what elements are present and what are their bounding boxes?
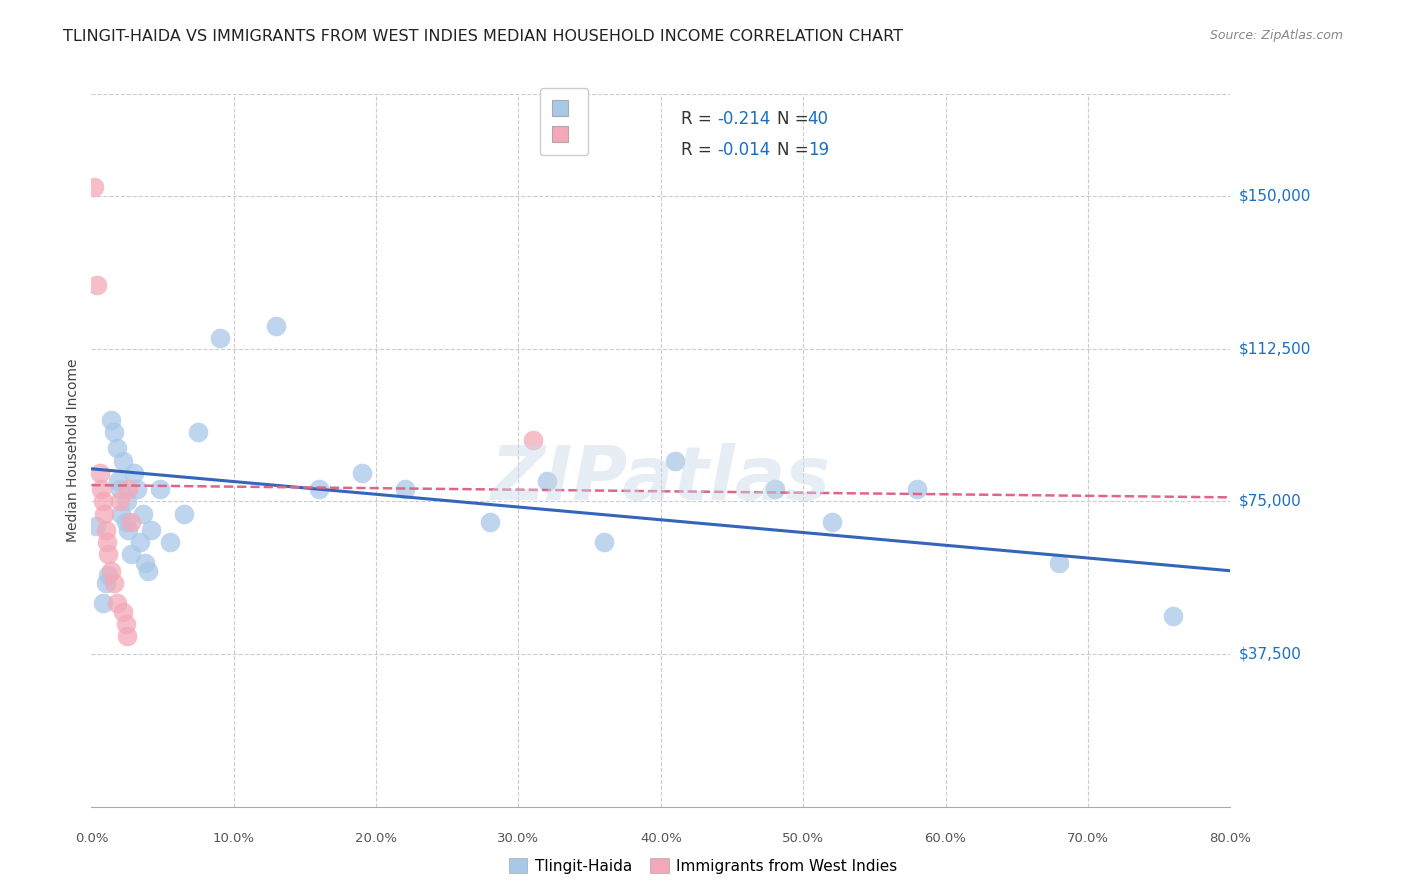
Point [90, 482, 112, 496]
Point [105, 442, 128, 456]
Point [131, 507, 153, 521]
Point [120, 548, 142, 562]
Point [97, 548, 120, 562]
Point [128, 535, 150, 549]
Point [905, 482, 928, 496]
Point [117, 523, 139, 537]
Text: 40.0%: 40.0% [640, 832, 682, 846]
Point [125, 482, 148, 496]
Point [108, 482, 131, 496]
Point [108, 494, 131, 508]
Point [96, 535, 118, 549]
Text: 20.0%: 20.0% [356, 832, 396, 846]
Point [114, 515, 136, 529]
Point [149, 482, 172, 496]
Point [94, 576, 117, 591]
Text: R =: R = [681, 110, 717, 128]
Point [522, 434, 544, 448]
Point [1049, 556, 1071, 570]
Text: $150,000: $150,000 [1239, 188, 1310, 203]
Point [114, 616, 136, 631]
Y-axis label: Median Household Income: Median Household Income [66, 359, 80, 542]
Text: $37,500: $37,500 [1239, 647, 1302, 662]
Point [103, 425, 125, 439]
Point [120, 515, 142, 529]
Text: ZIPatlas: ZIPatlas [491, 442, 831, 516]
Point [536, 474, 558, 488]
Point [117, 482, 139, 496]
Point [103, 576, 125, 591]
Text: 10.0%: 10.0% [212, 832, 254, 846]
Point [115, 629, 138, 643]
Point [141, 523, 163, 537]
Text: R =: R = [681, 141, 717, 160]
Point [350, 466, 373, 480]
Point [115, 494, 138, 508]
Point [97, 567, 120, 582]
Point [138, 564, 160, 578]
Text: N =: N = [776, 141, 814, 160]
Point [83, 180, 105, 194]
Point [394, 482, 416, 496]
Point [478, 515, 502, 529]
Point [84, 519, 107, 533]
Point [187, 425, 209, 439]
Text: -0.014: -0.014 [717, 141, 770, 160]
Text: 60.0%: 60.0% [925, 832, 966, 846]
Point [105, 596, 128, 610]
Point [664, 453, 686, 467]
Text: 30.0%: 30.0% [498, 832, 540, 846]
Point [208, 331, 231, 345]
Text: 0.0%: 0.0% [75, 832, 108, 846]
Text: TLINGIT-HAIDA VS IMMIGRANTS FROM WEST INDIES MEDIAN HOUSEHOLD INCOME CORRELATION: TLINGIT-HAIDA VS IMMIGRANTS FROM WEST IN… [63, 29, 903, 44]
Text: 70.0%: 70.0% [1067, 832, 1109, 846]
Point [107, 474, 129, 488]
Text: 50.0%: 50.0% [782, 832, 824, 846]
Text: Source: ZipAtlas.com: Source: ZipAtlas.com [1209, 29, 1343, 42]
Point [122, 466, 145, 480]
Text: $75,000: $75,000 [1239, 494, 1302, 509]
Point [266, 319, 288, 334]
Text: 40: 40 [807, 110, 828, 128]
Text: $112,500: $112,500 [1239, 341, 1310, 356]
Legend: , : , [540, 87, 588, 155]
Point [173, 507, 195, 521]
Point [94, 523, 117, 537]
Point [100, 413, 122, 427]
Point [820, 515, 842, 529]
Point [93, 507, 115, 521]
Point [89, 466, 111, 480]
Point [111, 453, 134, 467]
Point [110, 507, 132, 521]
Point [91, 596, 114, 610]
Point [1161, 608, 1184, 623]
Point [86, 278, 108, 293]
Point [763, 482, 786, 496]
Point [111, 605, 134, 619]
Text: N =: N = [776, 110, 814, 128]
Text: 80.0%: 80.0% [1209, 832, 1251, 846]
Point [593, 535, 616, 549]
Point [91, 494, 114, 508]
Point [100, 564, 122, 578]
Text: -0.214: -0.214 [717, 110, 770, 128]
Point [134, 556, 156, 570]
Legend: Tlingit-Haida, Immigrants from West Indies: Tlingit-Haida, Immigrants from West Indi… [502, 852, 904, 880]
Text: 19: 19 [807, 141, 828, 160]
Point [159, 535, 181, 549]
Point [308, 482, 330, 496]
